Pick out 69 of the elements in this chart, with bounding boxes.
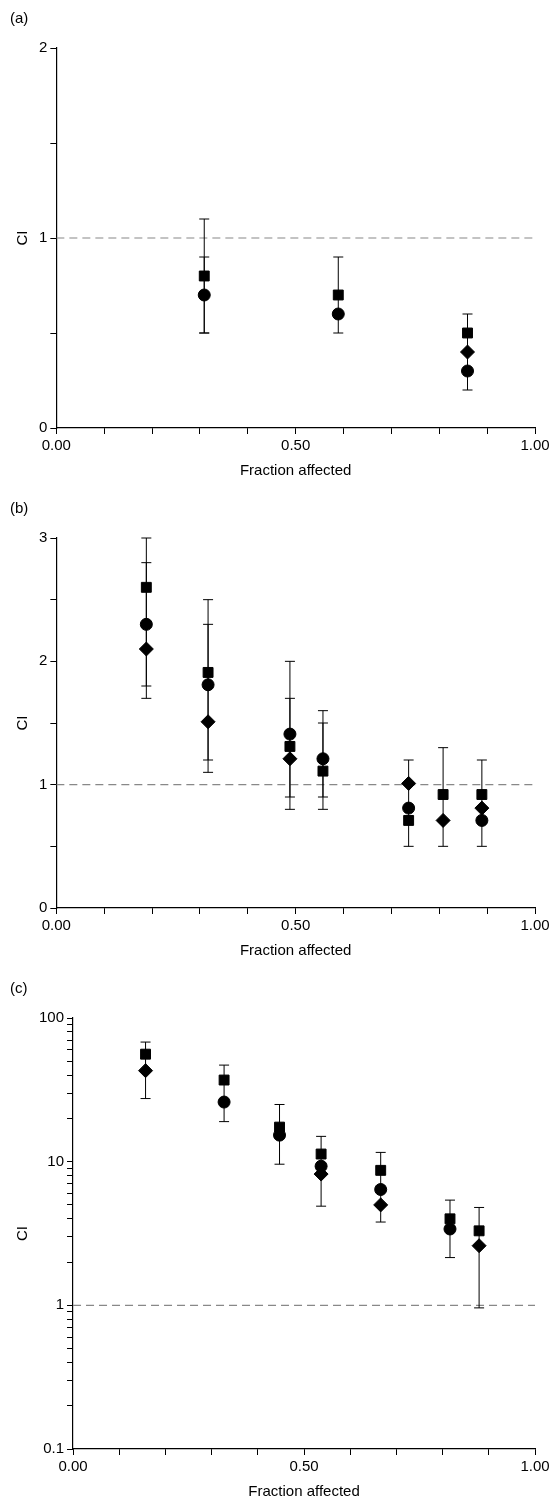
point [139, 617, 153, 631]
x-tick-label: 0.50 [289, 1457, 319, 1475]
point [403, 814, 415, 826]
point [202, 666, 214, 678]
point [460, 344, 476, 360]
point [471, 1238, 487, 1254]
point [473, 1225, 485, 1237]
point [435, 812, 451, 828]
point [138, 641, 154, 657]
x-tick-label: 1.00 [520, 1457, 550, 1475]
point [315, 1148, 327, 1160]
point [198, 270, 210, 282]
point [437, 789, 449, 800]
point [402, 801, 416, 815]
point [140, 581, 152, 593]
point [462, 327, 473, 339]
point [138, 1063, 154, 1079]
y-tick-label: 3 [39, 528, 48, 546]
y-tick-label: 1 [39, 774, 48, 792]
point [444, 1213, 456, 1225]
point [201, 678, 215, 692]
point [476, 789, 488, 800]
y-tick-label: 2 [39, 38, 48, 56]
point [375, 1164, 387, 1176]
y-tick-label: 0 [39, 418, 48, 436]
y-tick-label: 1 [55, 1295, 65, 1313]
point [197, 288, 211, 302]
point [373, 1197, 389, 1213]
x-tick-label: 0.50 [281, 916, 311, 934]
point [200, 714, 216, 730]
y-tick-label: 10 [47, 1151, 65, 1169]
x-axis-title: Fraction affected [239, 461, 352, 479]
point [374, 1183, 388, 1197]
x-axis-title: Fraction affected [239, 941, 352, 959]
point [331, 307, 345, 321]
point [217, 1095, 231, 1109]
x-tick-label: 0.00 [41, 916, 71, 934]
x-tick-label: 0.00 [58, 1457, 88, 1475]
point [316, 752, 330, 766]
point [475, 813, 489, 827]
point [284, 740, 296, 752]
chart-title: (b) [10, 499, 29, 517]
x-axis-title: Fraction affected [248, 1482, 360, 1500]
y-tick-label: 0 [39, 898, 48, 916]
point [274, 1121, 285, 1133]
point [443, 1222, 457, 1236]
point [140, 1048, 152, 1060]
x-tick-label: 0.00 [41, 436, 71, 454]
y-tick-label: 100 [39, 1008, 65, 1026]
y-axis-title: CI [13, 230, 31, 246]
x-tick-label: 0.50 [281, 436, 311, 454]
point [218, 1074, 230, 1086]
point [317, 765, 329, 777]
y-tick-label: 0.1 [43, 1439, 65, 1457]
point [283, 727, 297, 741]
chart-title: (a) [10, 9, 29, 27]
point [314, 1159, 328, 1173]
x-tick-label: 1.00 [520, 916, 550, 934]
x-tick-label: 1.00 [520, 436, 550, 454]
y-tick-label: 1 [39, 228, 48, 246]
chart-title: (c) [10, 979, 28, 997]
point [474, 800, 490, 816]
point [282, 751, 298, 767]
y-tick-label: 2 [39, 651, 48, 669]
point [461, 364, 475, 378]
y-axis-title: CI [13, 715, 31, 731]
point [401, 775, 417, 791]
point [332, 289, 344, 301]
y-axis-title: CI [13, 1226, 31, 1241]
